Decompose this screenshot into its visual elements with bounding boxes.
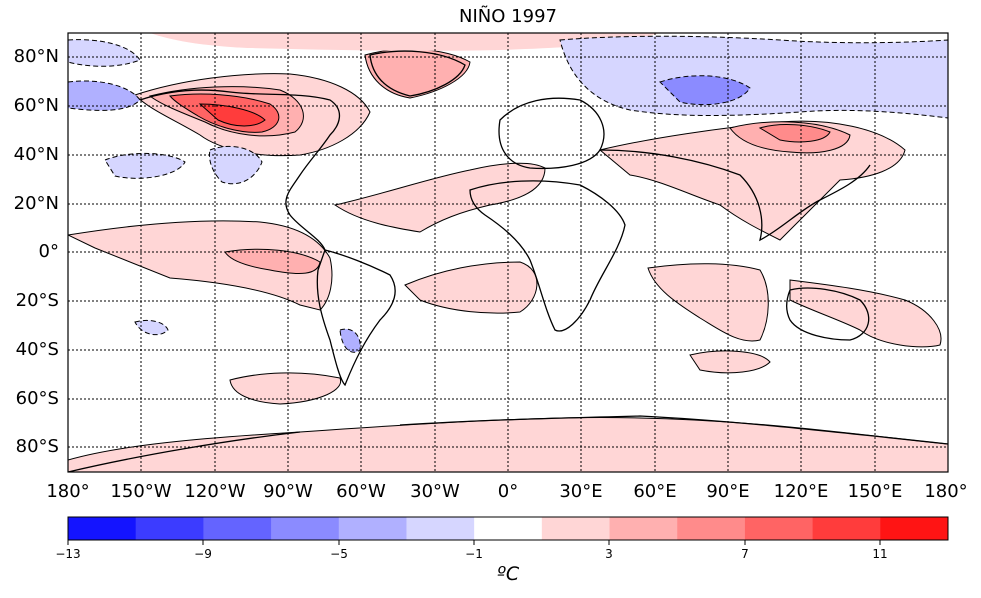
colorbar-tick-label: 3 [605,547,613,561]
graticule [68,33,948,472]
colorbar-tick-label: 7 [741,547,749,561]
colorbar-bin [880,517,949,540]
lat-label: 0° [39,241,59,262]
lat-label: 20°S [16,290,59,311]
colorbar-bin [677,517,746,540]
lon-label: 30°W [410,481,460,502]
lat-label: 40°S [16,339,59,360]
lat-label: 20°N [14,193,59,214]
coastline-south-america [316,249,396,387]
coastline-antarctica [68,415,948,472]
cold-anomaly-south-pacific [134,319,169,336]
colorbar-tick-label: −1 [465,547,483,561]
map-frame [67,32,949,473]
colorbar-tick-label: −5 [330,547,348,561]
cold-anomaly-arctic [68,39,141,67]
lat-label: 80°N [14,46,59,67]
cold-anomaly-usa [209,146,263,185]
colorbar [68,517,949,540]
colorbar-bin [609,517,678,540]
cold-anomaly-north-pacific [104,153,186,179]
lat-label: 80°S [16,436,59,457]
warm-anomaly-arctic-north [150,33,660,51]
colorbar-bin [406,517,475,540]
warm-anomaly-south-indian [689,350,771,374]
lat-label: 40°N [14,144,59,165]
colorbar-tick-label: −13 [55,547,80,561]
coastline-africa [469,180,626,332]
lon-label: 60°W [336,481,386,502]
colorbar-tick-label: 11 [872,547,887,561]
lon-label: 0° [498,481,518,502]
coastline-north-america [139,89,341,251]
lon-label: 150°W [110,481,171,502]
colorbar-frame [67,516,949,541]
longitude-labels: 180° 150°W 120°W 90°W 60°W 30°W 0° 30°E … [46,481,967,502]
lon-label: 150°E [848,481,903,502]
warm-anomaly-asia-peak [758,124,831,143]
warm-anomaly-south-atlantic [404,261,538,314]
map-title: NIÑO 1997 [459,6,557,27]
coastlines [68,50,948,472]
colorbar-bin [541,517,611,540]
warm-anomaly-indian-ocean [647,263,769,342]
warm-anomaly-atlantic [333,162,546,233]
colorbar-bin [68,517,137,540]
lat-label: 60°S [16,388,59,409]
coastline-greenland [369,50,466,97]
coastline-australia [785,287,870,341]
lon-label: 90°E [706,481,749,502]
colorbar-bin [271,517,340,540]
colorbar-bin [135,517,204,540]
warm-anomaly-pacific-core [224,248,321,275]
lon-label: 30°E [559,481,602,502]
cold-anomaly-alaska [68,80,141,111]
warm-anomaly-southern-ocean [229,372,342,405]
colorbar-tick-label: −9 [194,547,212,561]
lon-label: 120°W [184,481,245,502]
colorbar-bin [338,517,407,540]
warm-anomaly-north-america-peak [198,103,266,127]
coastline-asia [599,149,871,242]
colorbar-bin [203,517,272,540]
latitude-labels: 80°N 60°N 40°N 20°N 0° 20°S 40°S 60°S 80… [14,46,59,457]
colorbar-label: ºC [496,563,520,585]
warm-anomaly-pacific [68,220,333,311]
warm-anomaly-australia [789,279,942,348]
lon-label: 120°E [774,481,829,502]
colorbar-bin [474,517,543,540]
colorbar-ticks [67,540,881,545]
lon-label: 180° [924,481,967,502]
colorbar-tick-labels: −13 −9 −5 −1 3 7 11 [55,547,887,561]
lat-label: 60°N [14,95,59,116]
colorbar-bin [812,517,881,540]
lon-label: 60°E [633,481,676,502]
lon-label: 90°W [263,481,313,502]
colorbar-bin [744,517,814,540]
lon-label: 180° [46,481,89,502]
